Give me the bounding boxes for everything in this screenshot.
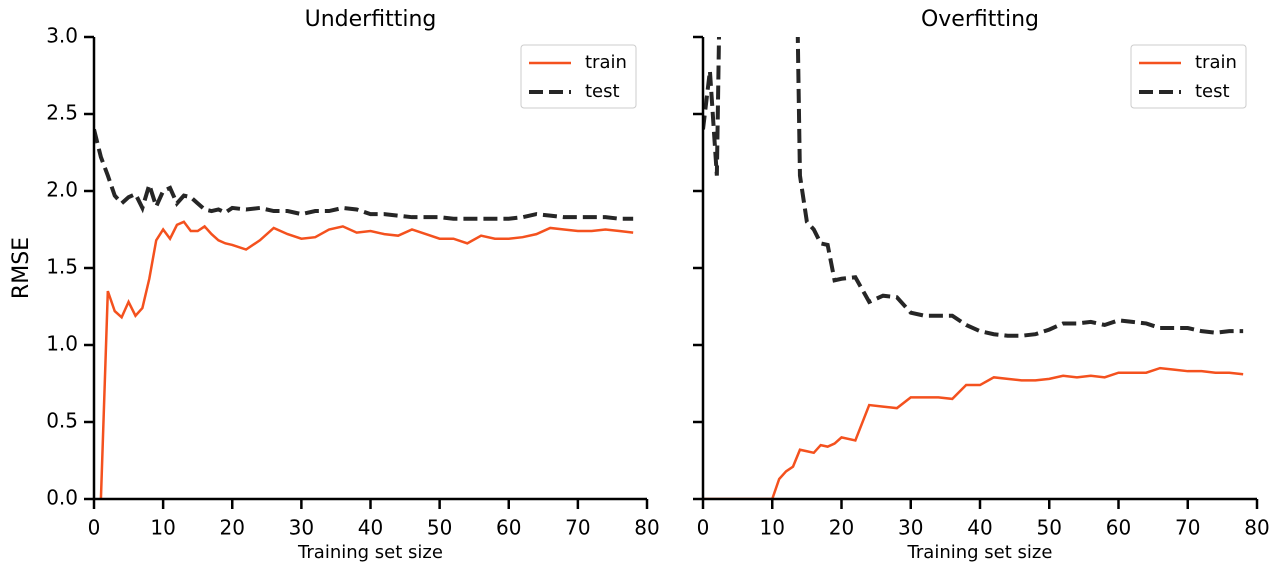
x-tick-label: 30 — [898, 516, 923, 540]
x-tick-label: 10 — [150, 516, 175, 540]
x-tick-label: 60 — [496, 516, 521, 540]
legend-label: train — [1195, 52, 1237, 73]
subplot-title: Underfitting — [305, 7, 437, 32]
series-line — [703, 37, 1244, 338]
series-line — [703, 366, 1244, 499]
x-tick-label: 80 — [1244, 516, 1269, 540]
x-axis-label: Training set size — [907, 542, 1053, 563]
x-tick-label: 60 — [1106, 516, 1131, 540]
x-tick-label: 40 — [358, 516, 383, 540]
x-tick-label: 10 — [760, 516, 785, 540]
subplot: 0 10 20 30 40 50 60 70 80 Overfitting Training set… — [693, 7, 1270, 563]
x-tick-label: 20 — [220, 516, 245, 540]
legend-label: test — [1195, 81, 1230, 102]
y-tick-label: 0.5 — [46, 409, 78, 433]
x-tick-label: 0 — [697, 516, 710, 540]
x-tick-label: 80 — [634, 516, 659, 540]
x-tick-label: 70 — [565, 516, 590, 540]
x-tick-label: 20 — [829, 516, 854, 540]
y-tick-label: 2.0 — [46, 178, 78, 202]
y-tick-label: 0.0 — [46, 486, 78, 510]
subplot-title: Overfitting — [921, 7, 1039, 32]
x-axis-label: Training set size — [297, 542, 443, 563]
y-tick-label: 2.5 — [46, 101, 78, 125]
legend: train test — [1130, 44, 1247, 109]
x-tick-label: 70 — [1175, 516, 1200, 540]
series-line — [99, 220, 634, 499]
x-tick-label: 50 — [427, 516, 452, 540]
x-tick-label: 0 — [88, 516, 101, 540]
y-tick-label: 3.0 — [46, 24, 78, 48]
y-tick-label: 1.0 — [46, 332, 78, 356]
x-tick-label: 50 — [1037, 516, 1062, 540]
y-axis-label: RMSE — [9, 237, 34, 299]
legend-label: test — [585, 81, 620, 102]
legend-label: train — [585, 52, 627, 73]
y-tick-label: 1.5 — [46, 255, 78, 279]
x-tick-label: 30 — [289, 516, 314, 540]
x-tick-label: 40 — [967, 516, 992, 540]
subplot: 0 10 20 30 40 50 60 70 80 0.0 0.5 1.0 1.5 2.0 2.5 3.0 Un… — [9, 7, 660, 563]
series-line — [94, 128, 634, 221]
legend: train test — [520, 44, 637, 109]
